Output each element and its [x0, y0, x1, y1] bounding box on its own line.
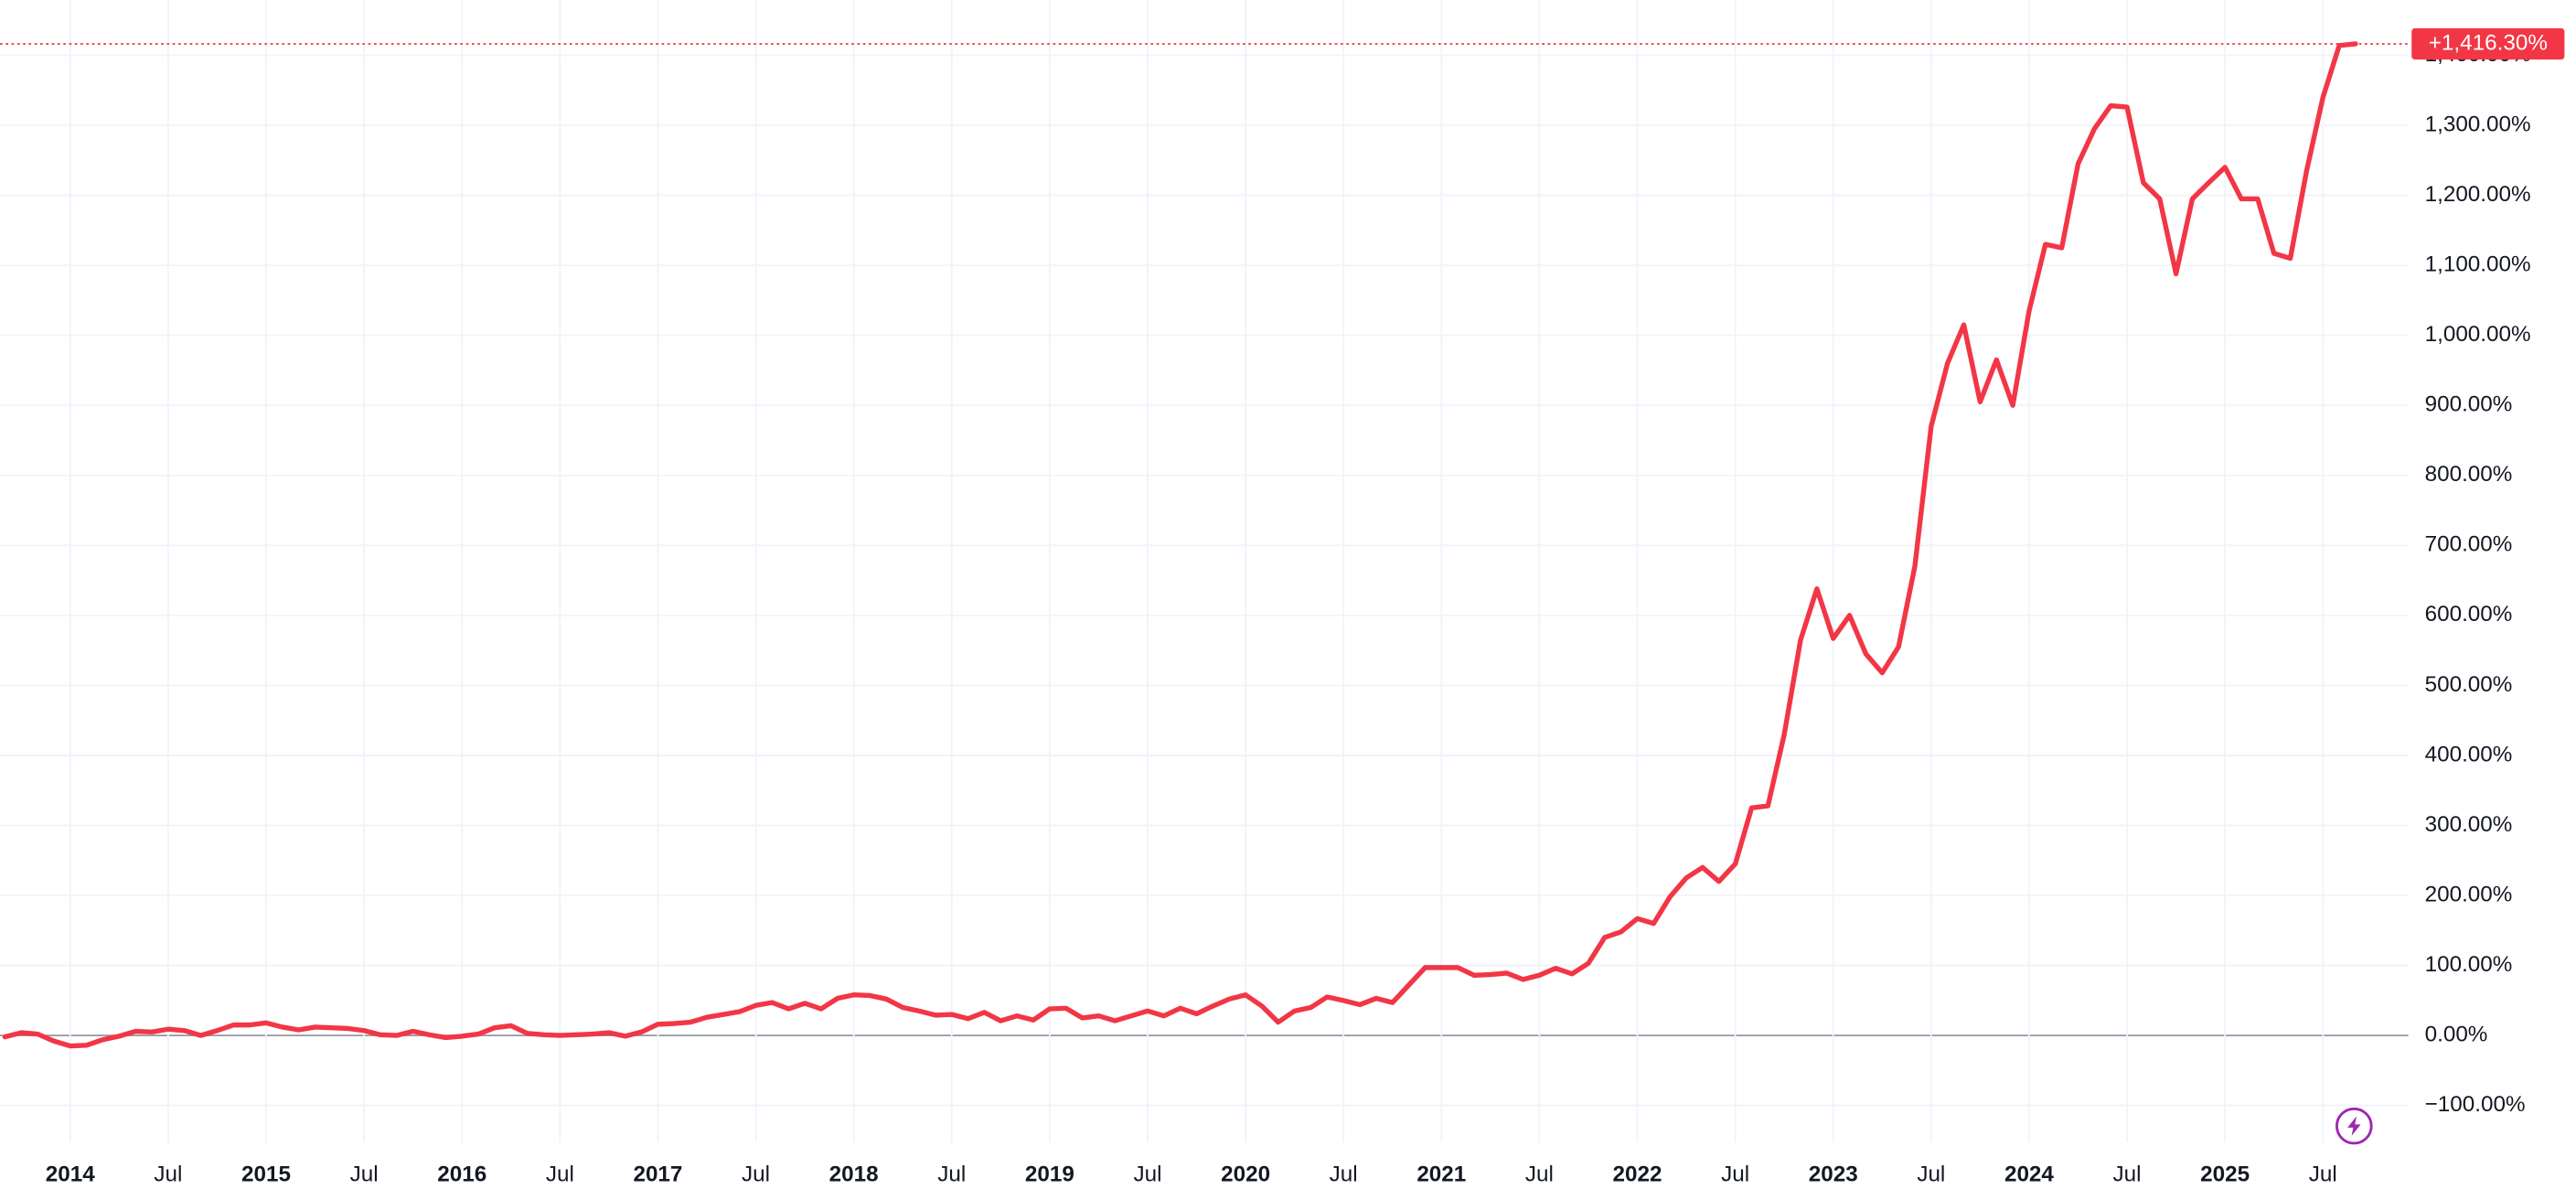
- x-tick-label: Jul: [1525, 1162, 1554, 1186]
- x-tick-label: 2018: [829, 1162, 879, 1186]
- x-tick-label: 2020: [1221, 1162, 1270, 1186]
- x-tick-label: 2016: [437, 1162, 486, 1186]
- last-value-label: +1,416.30%: [2429, 30, 2548, 55]
- x-tick-label: Jul: [1330, 1162, 1358, 1186]
- x-tick-label: 2014: [46, 1162, 95, 1186]
- x-tick-label: Jul: [937, 1162, 966, 1186]
- y-tick-label: 500.00%: [2425, 672, 2513, 697]
- icon-bolt: [2347, 1116, 2361, 1136]
- y-tick-label: −100.00%: [2425, 1092, 2526, 1117]
- y-tick-label: 100.00%: [2425, 952, 2513, 977]
- y-tick-label: 200.00%: [2425, 882, 2513, 906]
- y-tick-label: 900.00%: [2425, 392, 2513, 417]
- x-tick-label: Jul: [350, 1162, 379, 1186]
- y-tick-label: 1,000.00%: [2425, 322, 2531, 347]
- x-tick-label: 2024: [2004, 1162, 2054, 1186]
- y-tick-label: 700.00%: [2425, 532, 2513, 557]
- y-tick-label: 300.00%: [2425, 812, 2513, 837]
- lightning-icon[interactable]: [2335, 1107, 2373, 1145]
- y-tick-label: 0.00%: [2425, 1023, 2488, 1047]
- x-tick-label: Jul: [154, 1162, 182, 1186]
- x-tick-label: Jul: [546, 1162, 574, 1186]
- x-tick-label: Jul: [2309, 1162, 2337, 1186]
- y-tick-label: 600.00%: [2425, 602, 2513, 627]
- grid: [0, 0, 2409, 1143]
- x-tick-label: Jul: [742, 1162, 770, 1186]
- y-tick-label: 800.00%: [2425, 462, 2513, 487]
- y-tick-label: 400.00%: [2425, 742, 2513, 766]
- x-tick-label: Jul: [1133, 1162, 1161, 1186]
- x-tick-label: 2025: [2200, 1162, 2250, 1186]
- y-tick-label: 1,300.00%: [2425, 112, 2531, 136]
- x-tick-label: 2021: [1416, 1162, 1466, 1186]
- line: [2, 41, 2358, 1049]
- x-tick-label: 2015: [241, 1162, 291, 1186]
- x-tick-label: Jul: [2113, 1162, 2142, 1186]
- x-tick-label: 2022: [1613, 1162, 1662, 1186]
- y-tick-label: 1,200.00%: [2425, 182, 2531, 207]
- plot: [0, 41, 2409, 1049]
- x-tick-label: Jul: [1917, 1162, 1945, 1186]
- x-tick-label: 2023: [1809, 1162, 1858, 1186]
- last-value-badge: [2411, 27, 2565, 60]
- x-tick-label: Jul: [1721, 1162, 1749, 1186]
- axis: −100.00% 0.00% 100.00% 200.00% 300.00% 400.00…: [46, 27, 2565, 1186]
- x-tick-label: 2017: [633, 1162, 682, 1186]
- x-tick-label: 2019: [1025, 1162, 1074, 1186]
- y-tick-label: 1,100.00%: [2425, 252, 2531, 277]
